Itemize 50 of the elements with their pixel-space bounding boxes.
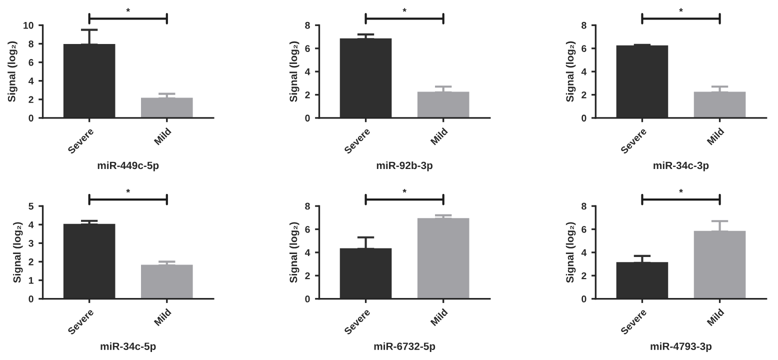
text: * [402, 189, 406, 193]
y-tick-label: 0 [582, 114, 586, 122]
y-tick-label: 2 [582, 91, 586, 98]
y-tick-label: 0 [305, 114, 310, 122]
y-axis-title: Signal (log₂) [566, 41, 576, 102]
y-axis-title: Signal (log₂) [289, 41, 300, 102]
y-axis-title: Signal (log₂) [289, 222, 300, 283]
y-tick-label: 6 [305, 45, 310, 52]
text: * [679, 189, 683, 193]
y-tick-label: 4 [581, 249, 587, 256]
text: * [402, 8, 406, 12]
y-tick-label: 0 [582, 296, 586, 302]
x-axis-title: miR-34c-5p [100, 342, 156, 352]
x-axis-title: miR-92b-3p [376, 161, 432, 172]
y-tick-label: 6 [582, 226, 586, 233]
x-axis-title: miR-4793-3p [650, 342, 712, 352]
x-axis-title: miR-34c-3p [654, 161, 709, 172]
y-tick-label: 0 [28, 296, 34, 302]
y-tick-label: 2 [305, 91, 310, 98]
y-tick-label: 8 [28, 40, 34, 48]
y-tick-label: 6 [582, 45, 586, 52]
y-tick-label: 2 [28, 96, 34, 103]
text: * [126, 8, 130, 12]
y-tick-label: 10 [24, 22, 34, 29]
y-tick-label: 8 [305, 22, 310, 29]
y-tick-label: 2 [28, 258, 34, 266]
y-axis-title: Signal (log₂) [566, 222, 576, 283]
y-tick-label: 2 [582, 272, 586, 280]
y-axis-title: Signal (log₂) [8, 41, 18, 102]
y-tick-label: 8 [305, 202, 310, 210]
x-axis-title: miR-6732-5p [374, 342, 436, 352]
y-tick-label: 8 [582, 22, 586, 29]
y-tick-label: 4 [28, 78, 34, 84]
y-tick-label: 6 [28, 59, 34, 66]
y-tick-label: 1 [28, 277, 34, 284]
y-tick-label: 2 [305, 272, 310, 280]
y-tick-label: 4 [28, 221, 34, 228]
y-tick-label: 8 [582, 202, 586, 210]
y-tick-label: 0 [28, 114, 34, 122]
text: * [126, 189, 130, 193]
y-tick-label: 4 [581, 68, 587, 76]
y-tick-label: 4 [304, 68, 310, 76]
y-axis-title: Signal (log₂) [13, 222, 23, 283]
y-tick-label: 0 [305, 296, 310, 302]
y-tick-label: 5 [28, 202, 34, 210]
text: * [679, 8, 683, 12]
y-tick-label: 6 [305, 226, 310, 233]
y-tick-label: 4 [304, 249, 310, 256]
x-axis-title: miR-449c-5p [98, 161, 159, 172]
y-tick-label: 3 [28, 240, 34, 247]
